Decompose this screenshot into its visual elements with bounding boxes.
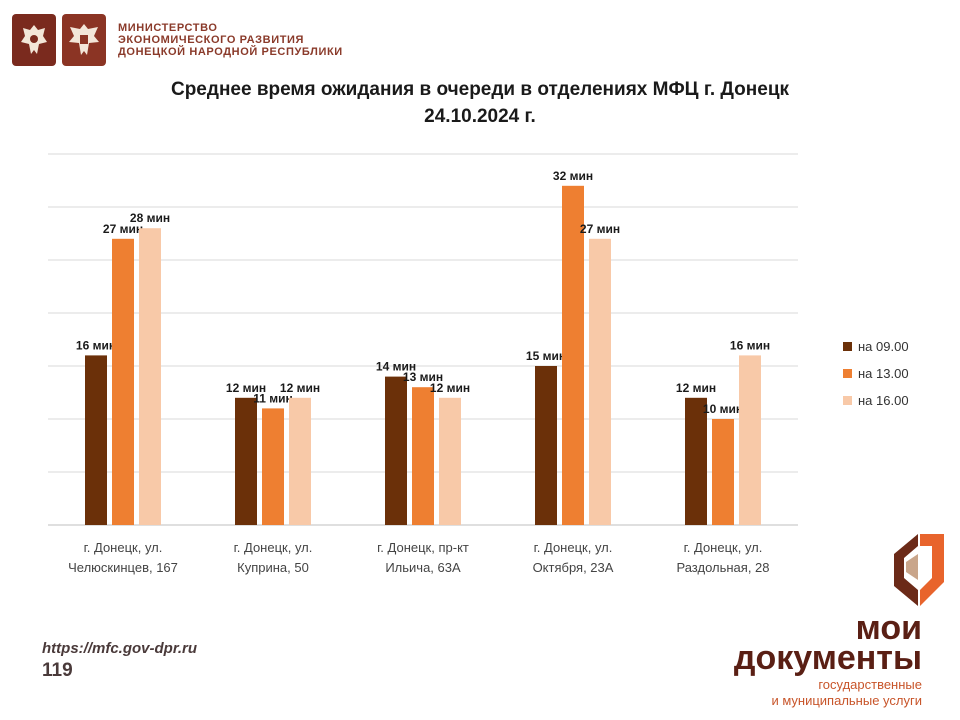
legend-label: на 09.00 <box>858 339 909 354</box>
ministry-line: ДОНЕЦКОЙ НАРОДНОЙ РЕСПУБЛИКИ <box>118 46 343 58</box>
brand-line: мои <box>855 609 922 647</box>
chart-legend: на 09.00 на 13.00 на 16.00 <box>843 333 909 414</box>
legend-item: на 13.00 <box>843 360 909 387</box>
data-label: 12 мин <box>676 381 716 395</box>
legend-item: на 09.00 <box>843 333 909 360</box>
category-label: Ильича, 63А <box>385 560 461 575</box>
legend-label: на 16.00 <box>858 393 909 408</box>
coat-of-arms-icon <box>62 14 106 66</box>
category-label: г. Донецк, ул. <box>534 540 613 555</box>
moi-dokumenty-logo-icon <box>894 534 944 606</box>
category-label: г. Донецк, ул. <box>84 540 163 555</box>
legend-label: на 13.00 <box>858 366 909 381</box>
bar <box>685 397 707 525</box>
bar <box>535 366 557 525</box>
brand-tagline: государственные и муниципальные услуги <box>700 677 922 709</box>
bar <box>439 397 461 525</box>
legend-swatch <box>843 342 852 351</box>
bar <box>262 408 284 525</box>
category-label: Раздольная, 28 <box>676 560 769 575</box>
category-label: Челюскинцев, 167 <box>68 560 178 575</box>
chart-date: 24.10.2024 г. <box>424 106 536 127</box>
bar <box>739 355 761 525</box>
data-label: 16 мин <box>76 338 116 352</box>
data-label: 27 мин <box>580 222 620 236</box>
bar <box>712 419 734 525</box>
ministry-line: ЭКОНОМИЧЕСКОГО РАЗВИТИЯ <box>118 34 305 46</box>
bar <box>139 228 161 525</box>
brand-name: мои документы <box>700 609 922 677</box>
bar <box>289 397 311 525</box>
chart-title-line: Среднее время ожидания в очереди в отдел… <box>170 79 790 100</box>
brand-line: документы <box>733 639 922 677</box>
data-label: 12 мин <box>430 381 470 395</box>
data-label: 11 мин <box>253 391 293 405</box>
bar <box>235 397 257 525</box>
coat-of-arms-icon <box>12 14 56 66</box>
site-url[interactable]: https://mfc.gov-dpr.ru <box>42 640 197 657</box>
data-label: 15 мин <box>526 349 566 363</box>
bar <box>589 238 611 526</box>
data-label: 32 мин <box>553 169 593 183</box>
legend-swatch <box>843 369 852 378</box>
category-label: г. Донецк, ул. <box>234 540 313 555</box>
bar <box>112 238 134 526</box>
bar <box>412 387 434 525</box>
data-label: 13 мин <box>403 370 443 384</box>
brand-tagline-line: и муниципальные услуги <box>771 693 922 708</box>
header-logos: МИНИСТЕРСТВО ЭКОНОМИЧЕСКОГО РАЗВИТИЯ ДОН… <box>12 14 343 66</box>
brand-tagline-line: государственные <box>818 677 922 692</box>
ministry-line: МИНИСТЕРСТВО <box>118 22 218 34</box>
data-label: 10 мин <box>703 402 743 416</box>
category-label: Октября, 23А <box>533 560 614 575</box>
chart-title: Среднее время ожидания в очереди в отдел… <box>0 76 960 130</box>
bar <box>562 185 584 526</box>
ministry-name: МИНИСТЕРСТВО ЭКОНОМИЧЕСКОГО РАЗВИТИЯ ДОН… <box>118 22 343 58</box>
legend-swatch <box>843 396 852 405</box>
data-label: 12 мин <box>226 381 266 395</box>
page-number: 119 <box>42 660 73 681</box>
category-label: Куприна, 50 <box>237 560 309 575</box>
data-label: 28 мин <box>130 211 170 225</box>
bar <box>85 355 107 525</box>
legend-item: на 16.00 <box>843 387 909 414</box>
data-label: 16 мин <box>730 338 770 352</box>
bar <box>385 376 407 525</box>
category-label: г. Донецк, ул. <box>684 540 763 555</box>
category-label: г. Донецк, пр-кт <box>377 540 469 555</box>
data-label: 14 мин <box>376 360 416 374</box>
data-label: 27 мин <box>103 222 143 236</box>
data-label: 12 мин <box>280 381 320 395</box>
